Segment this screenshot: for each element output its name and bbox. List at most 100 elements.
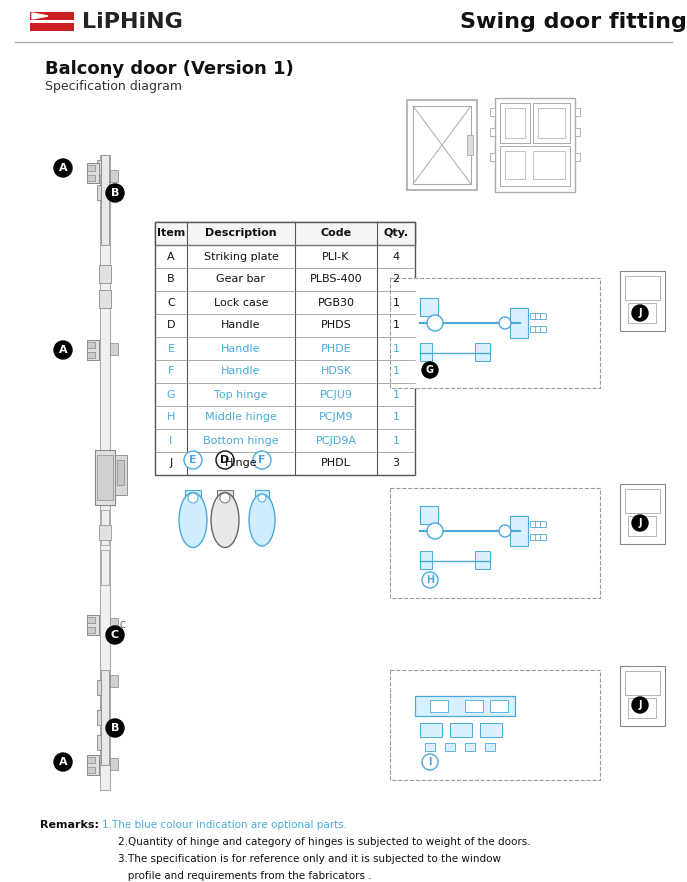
Circle shape bbox=[216, 451, 234, 469]
Bar bbox=[87, 767, 95, 773]
Text: Handle: Handle bbox=[221, 343, 261, 354]
Text: Lock case: Lock case bbox=[214, 297, 268, 308]
Bar bbox=[390, 670, 600, 780]
Bar bbox=[485, 743, 495, 751]
Text: H: H bbox=[167, 413, 175, 422]
Circle shape bbox=[422, 572, 438, 588]
Text: I: I bbox=[170, 436, 172, 445]
Bar bbox=[530, 326, 536, 332]
Text: G: G bbox=[167, 390, 175, 400]
Text: LiPHiNG: LiPHiNG bbox=[82, 12, 183, 32]
Circle shape bbox=[54, 341, 72, 359]
Bar bbox=[95, 450, 115, 505]
Text: PCJM9: PCJM9 bbox=[319, 413, 353, 422]
Text: 3.The specification is for reference only and it is subjected to the window: 3.The specification is for reference onl… bbox=[118, 854, 501, 864]
Bar bbox=[505, 151, 525, 179]
Circle shape bbox=[422, 754, 438, 770]
Bar bbox=[540, 313, 546, 319]
Bar bbox=[99, 290, 111, 308]
Bar bbox=[535, 521, 541, 527]
Text: D: D bbox=[167, 320, 175, 331]
Bar bbox=[510, 516, 528, 546]
Text: Remarks:: Remarks: bbox=[40, 820, 99, 830]
Bar bbox=[495, 98, 575, 192]
Text: Striking plate: Striking plate bbox=[203, 251, 278, 261]
Bar bbox=[465, 700, 483, 712]
Bar bbox=[110, 758, 118, 770]
Circle shape bbox=[188, 493, 198, 503]
Text: 3: 3 bbox=[392, 459, 400, 468]
Circle shape bbox=[499, 525, 511, 537]
Bar bbox=[533, 103, 570, 143]
Bar bbox=[87, 757, 95, 763]
Bar bbox=[620, 484, 665, 544]
Bar bbox=[425, 743, 435, 751]
Bar bbox=[99, 265, 111, 283]
Ellipse shape bbox=[249, 494, 275, 546]
Bar bbox=[155, 222, 415, 245]
Text: Swing door fittings: Swing door fittings bbox=[460, 12, 687, 32]
Bar bbox=[538, 108, 565, 138]
Bar bbox=[87, 352, 95, 358]
Bar bbox=[117, 460, 124, 485]
Text: PCJD9A: PCJD9A bbox=[315, 436, 357, 445]
Bar bbox=[575, 153, 580, 161]
Text: D: D bbox=[221, 455, 229, 465]
Bar bbox=[101, 670, 109, 765]
Text: PLI-K: PLI-K bbox=[322, 251, 350, 261]
Text: 1: 1 bbox=[392, 343, 400, 354]
Ellipse shape bbox=[179, 492, 207, 548]
Bar bbox=[255, 490, 269, 510]
Bar bbox=[97, 735, 101, 750]
Text: HDSK: HDSK bbox=[320, 367, 352, 377]
Text: Handle: Handle bbox=[221, 320, 261, 331]
Bar bbox=[97, 160, 101, 175]
Bar bbox=[97, 710, 101, 725]
Bar bbox=[535, 326, 541, 332]
Bar bbox=[500, 146, 570, 186]
Text: J: J bbox=[638, 700, 642, 710]
Circle shape bbox=[499, 317, 511, 329]
Bar bbox=[575, 128, 580, 136]
Text: H: H bbox=[426, 575, 434, 585]
Bar bbox=[490, 128, 495, 136]
Bar bbox=[575, 108, 580, 116]
Bar bbox=[87, 617, 95, 623]
Bar bbox=[115, 455, 127, 495]
Text: Item: Item bbox=[157, 228, 185, 238]
Bar bbox=[99, 525, 111, 540]
Bar bbox=[87, 175, 95, 181]
Text: B: B bbox=[111, 188, 119, 198]
Circle shape bbox=[54, 753, 72, 771]
Text: C: C bbox=[167, 297, 175, 308]
Text: A: A bbox=[58, 757, 67, 767]
Text: 2.Quantity of hinge and category of hinges is subjected to weight of the doors.: 2.Quantity of hinge and category of hing… bbox=[118, 837, 530, 847]
Text: J: J bbox=[170, 459, 172, 468]
Bar bbox=[530, 521, 536, 527]
Text: Qty.: Qty. bbox=[383, 228, 409, 238]
Bar bbox=[505, 108, 525, 138]
Text: A: A bbox=[58, 345, 67, 355]
Bar bbox=[420, 506, 438, 524]
Text: Code: Code bbox=[320, 228, 352, 238]
Bar bbox=[475, 551, 490, 569]
Bar bbox=[628, 303, 656, 323]
Bar bbox=[467, 135, 473, 155]
Text: 1: 1 bbox=[392, 390, 400, 400]
Bar bbox=[87, 615, 99, 635]
Circle shape bbox=[632, 697, 648, 713]
Circle shape bbox=[422, 362, 438, 378]
Bar bbox=[97, 455, 113, 500]
Bar bbox=[101, 510, 109, 545]
Bar bbox=[30, 23, 74, 31]
Text: Middle hinge: Middle hinge bbox=[205, 413, 277, 422]
Circle shape bbox=[220, 493, 230, 503]
Text: 1: 1 bbox=[392, 367, 400, 377]
Bar bbox=[110, 618, 118, 630]
Bar bbox=[480, 723, 502, 737]
Bar bbox=[540, 534, 546, 540]
Bar bbox=[625, 671, 660, 695]
Text: C: C bbox=[111, 630, 119, 640]
Bar bbox=[100, 155, 110, 790]
Bar bbox=[500, 103, 530, 143]
